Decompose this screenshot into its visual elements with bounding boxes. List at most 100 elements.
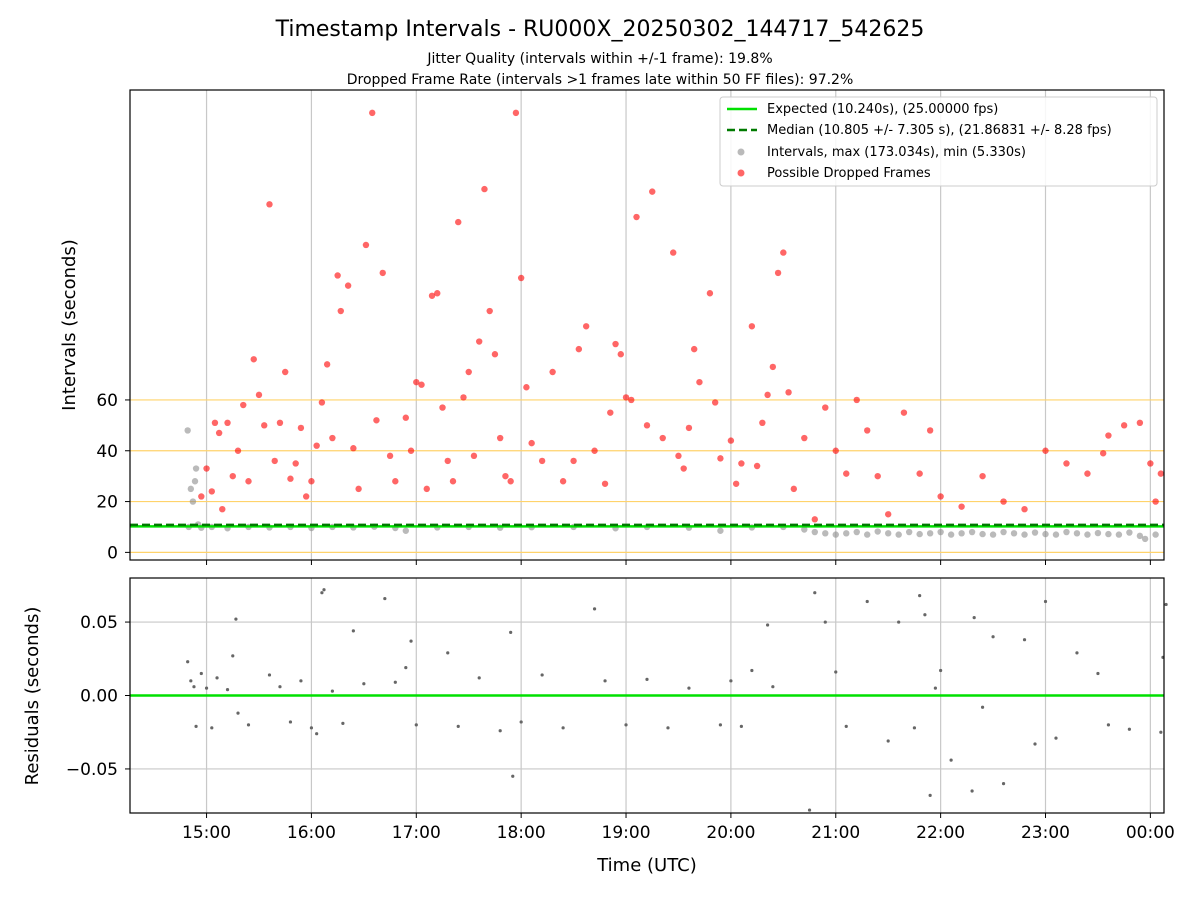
x-tick-label: 19:00 [602, 823, 651, 843]
x-tick-label: 21:00 [811, 823, 860, 843]
dropped-frame-point [769, 363, 777, 371]
chart-title: Timestamp Intervals - RU000X_20250302_14… [275, 17, 925, 42]
residual-point [1127, 727, 1131, 731]
dropped-frame-point [853, 396, 860, 404]
residual-point [980, 705, 985, 709]
dropped-frame-point [302, 493, 310, 500]
residual-point [666, 726, 670, 730]
chart-subtitle-jitter: Jitter Quality (intervals within +/-1 fr… [426, 51, 772, 67]
dropped-frame-point [297, 424, 305, 432]
dropped-frame-point [407, 447, 415, 454]
dropped-frame-point [780, 249, 787, 256]
dropped-frame-point [486, 307, 493, 315]
interval-point [874, 528, 881, 535]
residual-point [1075, 651, 1079, 655]
dropped-frame-point [523, 384, 530, 391]
dropped-frame-point [633, 213, 640, 221]
dropped-frame-point [308, 478, 315, 485]
dropped-frame-point [234, 447, 242, 454]
interval-point [1000, 528, 1007, 536]
residual-point [299, 679, 303, 683]
residual-point [519, 720, 523, 724]
interval-point [189, 498, 197, 505]
residual-point [834, 670, 838, 674]
interval-point [1073, 530, 1081, 537]
dropped-frame-point [706, 290, 714, 297]
dropped-frame-point [198, 493, 205, 500]
bottom-y-axis-label: Residuals (seconds) [22, 607, 43, 786]
residual-point [236, 711, 240, 715]
residual-point [1033, 742, 1037, 746]
residual-point [1022, 638, 1027, 642]
x-tick-label: 16:00 [287, 823, 336, 843]
interval-point [1126, 529, 1133, 536]
residual-point [288, 720, 293, 724]
dropped-frame-point [926, 427, 934, 434]
residual-point [823, 620, 827, 624]
dropped-frame-point [287, 475, 294, 482]
legend-box [719, 96, 1158, 187]
residual-point [383, 596, 387, 601]
residual-point [456, 724, 460, 728]
residual-point [928, 793, 932, 797]
dropped-frame-point [224, 419, 231, 427]
bottom-y-tick-label: −0.05 [66, 760, 118, 780]
dropped-frame-point [245, 478, 252, 485]
residual-point [923, 613, 927, 617]
interval-point [184, 427, 191, 434]
dropped-frame-point [203, 465, 210, 472]
dropped-frame-point [276, 419, 284, 427]
dropped-frame-point [240, 401, 247, 409]
residual-point [912, 726, 917, 730]
dropped-frame-point [255, 391, 263, 399]
dropped-frame-point [496, 434, 504, 442]
residual-point [813, 591, 817, 595]
dropped-frame-point [1063, 460, 1070, 467]
residual-point [687, 686, 691, 690]
residual-point [341, 721, 345, 726]
dropped-frame-point [208, 488, 215, 495]
dropped-frame-point [675, 452, 682, 460]
residual-point [414, 723, 418, 727]
x-tick-label: 20:00 [706, 823, 755, 843]
residual-point [933, 686, 937, 690]
interval-point [895, 531, 902, 538]
interval-point [717, 527, 724, 534]
x-tick-label: 15:00 [182, 823, 231, 843]
dropped-frame-point [811, 516, 818, 523]
x-tick-label: 22:00 [916, 823, 965, 843]
top-y-tick-label: 60 [96, 391, 118, 411]
dropped-frame-point [582, 323, 590, 330]
dropped-frame-point [344, 282, 352, 289]
dropped-frame-point [1042, 447, 1049, 454]
dropped-frame-point [764, 391, 771, 399]
dropped-frame-point [434, 290, 441, 297]
dropped-frame-point [439, 404, 446, 411]
dropped-frame-point [229, 472, 236, 480]
dropped-frame-point [1021, 505, 1028, 513]
dropped-frame-point [392, 478, 399, 485]
residual-point [446, 651, 450, 655]
dropped-frame-point [727, 437, 735, 444]
residual-point [246, 723, 251, 727]
dropped-frame-point [362, 241, 370, 249]
dropped-frame-point [1099, 450, 1107, 457]
dropped-frame-point [449, 478, 457, 485]
legend-dropped-swatch [737, 169, 745, 177]
interval-point [1084, 531, 1091, 538]
dropped-frame-point [460, 394, 467, 401]
residual-point [393, 680, 397, 684]
legend-dropped-label: Possible Dropped Frames [767, 166, 931, 181]
interval-point [811, 528, 818, 536]
dropped-frame-point [884, 511, 892, 518]
dropped-frame-point [379, 269, 386, 277]
interval-point [191, 478, 199, 485]
dropped-frame-point [753, 462, 761, 470]
top-y-axis-label: Intervals (seconds) [59, 239, 80, 411]
dropped-frame-point [481, 185, 488, 193]
dropped-frame-point [337, 307, 344, 315]
residual-point [1001, 782, 1006, 786]
residual-point [729, 679, 733, 683]
residual-point [194, 724, 198, 728]
